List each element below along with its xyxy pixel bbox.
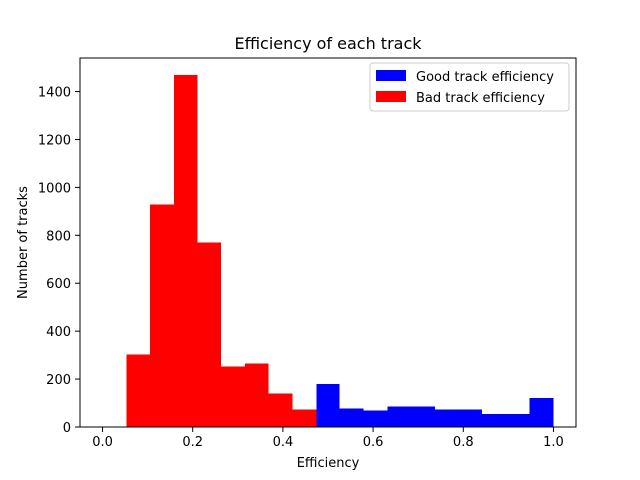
bar-bad-5 bbox=[245, 363, 269, 427]
y-tick-label-4: 800 bbox=[46, 229, 71, 244]
x-axis-label: Efficiency bbox=[297, 456, 360, 471]
chart-title: Efficiency of each track bbox=[234, 34, 422, 53]
bar-bad-3 bbox=[197, 242, 222, 427]
axes-frame bbox=[79, 57, 577, 428]
bar-good-8 bbox=[506, 413, 530, 427]
chart-legend: Good track efficiency Bad track efficien… bbox=[369, 62, 570, 112]
y-tick-label-6: 1200 bbox=[38, 133, 71, 148]
bar-bad-4 bbox=[221, 366, 246, 427]
y-tick-label-3: 600 bbox=[46, 277, 71, 292]
x-tick-label-2: 0.4 bbox=[273, 435, 294, 450]
bars-layer bbox=[126, 74, 554, 427]
bar-good-2 bbox=[363, 410, 388, 427]
x-tick-label-0: 0.0 bbox=[92, 435, 113, 450]
legend-label-bad: Bad track efficiency bbox=[416, 91, 545, 106]
y-tick-label-0: 0 bbox=[63, 421, 71, 436]
legend-box bbox=[369, 62, 570, 112]
bar-bad-7 bbox=[292, 409, 317, 427]
bar-good-3 bbox=[387, 406, 411, 427]
y-axis-ticks: 0 200 400 600 800 1000 1200 1400 bbox=[38, 86, 80, 436]
bar-bad-2 bbox=[173, 74, 198, 427]
y-tick-label-1: 200 bbox=[46, 373, 71, 388]
legend-swatch-bad bbox=[376, 91, 406, 102]
legend-swatch-good bbox=[376, 70, 406, 81]
bar-good-1 bbox=[339, 408, 364, 427]
x-tick-label-5: 1.0 bbox=[543, 435, 564, 450]
bar-bad-1 bbox=[149, 204, 174, 427]
bar-good-6 bbox=[458, 409, 483, 427]
bar-good-5 bbox=[434, 409, 459, 427]
legend-label-good: Good track efficiency bbox=[416, 70, 554, 85]
y-tick-label-7: 1400 bbox=[38, 86, 71, 101]
y-axis-label: Number of tracks bbox=[16, 186, 31, 299]
bar-good-7 bbox=[482, 413, 507, 427]
x-axis-ticks: 0.0 0.2 0.4 0.6 0.8 1.0 bbox=[92, 427, 564, 450]
bar-good-4 bbox=[410, 406, 435, 427]
bar-good-0 bbox=[316, 383, 340, 427]
bar-bad-0 bbox=[126, 354, 150, 427]
x-tick-label-1: 0.2 bbox=[182, 435, 203, 450]
x-tick-label-3: 0.6 bbox=[363, 435, 384, 450]
bar-good-9 bbox=[529, 397, 554, 427]
bar-bad-6 bbox=[268, 393, 293, 427]
x-tick-label-4: 0.8 bbox=[453, 435, 474, 450]
y-tick-label-5: 1000 bbox=[38, 181, 71, 196]
y-tick-label-2: 400 bbox=[46, 325, 71, 340]
